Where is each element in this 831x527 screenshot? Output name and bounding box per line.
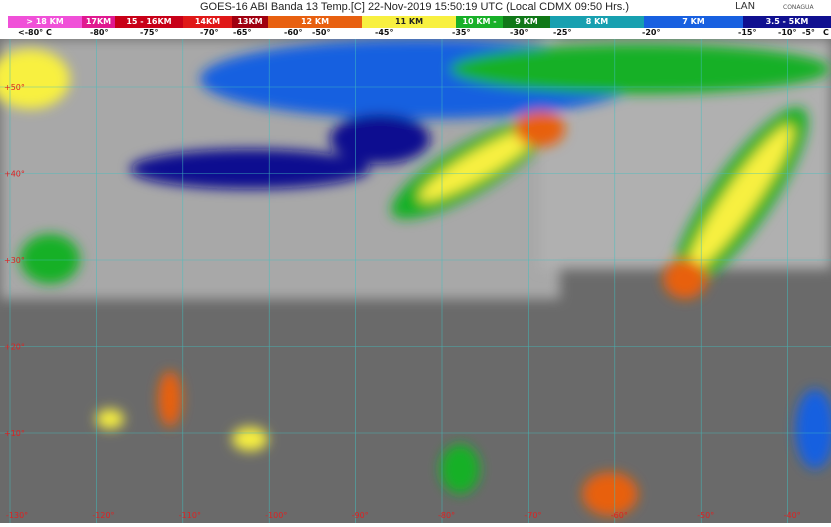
temp-label: -5° (802, 28, 815, 37)
conagua-logo: CONAGUA (783, 4, 814, 11)
longitude-label: -80° (438, 511, 455, 520)
legend-segment: 10 KM - (456, 16, 503, 28)
temp-label: -80° (90, 28, 109, 37)
legend-segment: 13KM (232, 16, 268, 28)
temp-label: <-80° C (18, 28, 52, 37)
latitude-label: +30° (4, 256, 25, 265)
temp-label: -15° (738, 28, 757, 37)
legend-segment: 17KM (82, 16, 115, 28)
temp-label: -60° (284, 28, 303, 37)
temp-label: -50° (312, 28, 331, 37)
longitude-label: -70° (524, 511, 541, 520)
latitude-label: +40° (4, 170, 25, 179)
longitude-label: -60° (611, 511, 628, 520)
temp-label: -75° (140, 28, 159, 37)
legend-segment: 15 - 16KM (115, 16, 183, 28)
temp-label: -70° (200, 28, 219, 37)
header: GOES-16 ABI Banda 13 Temp.[C] 22-Nov-201… (0, 0, 831, 16)
longitude-label: -130° (6, 511, 28, 520)
longitude-label: -50° (697, 511, 714, 520)
legend-segment: 14KM (183, 16, 232, 28)
temp-label: -10° (778, 28, 797, 37)
temperature-scale: <-80° C -80° -75° -70° -65° -60° -50° -45° -35° -… (0, 28, 831, 39)
lanot-logo: LAN (735, 1, 756, 12)
longitude-label: -90° (352, 511, 369, 520)
temp-label: -35° (452, 28, 471, 37)
temp-label: -30° (510, 28, 529, 37)
legend-segment: 8 KM (550, 16, 644, 28)
legend-segment: > 18 KM (8, 16, 82, 28)
longitude-label: -110° (179, 511, 201, 520)
longitude-label: -100° (265, 511, 287, 520)
legend-segment: 7 KM (644, 16, 743, 28)
legend-segment: 3.5 - 5KM (743, 16, 831, 28)
image-title: GOES-16 ABI Banda 13 Temp.[C] 22-Nov-201… (200, 1, 629, 13)
satellite-map: -130° -120° -110° -100° -90° -80° -70° -60° -50°… (0, 39, 831, 523)
longitude-label: -120° (92, 511, 114, 520)
temp-label: -45° (375, 28, 394, 37)
temp-label: -20° (642, 28, 661, 37)
satellite-image: -130° -120° -110° -100° -90° -80° -70° -60° -50°… (0, 39, 831, 523)
legend-segment: 11 KM (362, 16, 456, 28)
longitude-label: -40° (784, 511, 801, 520)
legend-segment: 12 KM (268, 16, 362, 28)
color-legend: > 18 KM 17KM 15 - 16KM 14KM 13KM 12 KM 11 KM 10… (8, 16, 831, 28)
latitude-label: +50° (4, 83, 25, 92)
temp-label: C (823, 28, 829, 37)
temp-label: -65° (233, 28, 252, 37)
latitude-label: +10° (4, 429, 25, 438)
legend-segment: 9 KM (503, 16, 550, 28)
temp-label: -25° (553, 28, 572, 37)
latitude-label: +20° (4, 343, 25, 352)
